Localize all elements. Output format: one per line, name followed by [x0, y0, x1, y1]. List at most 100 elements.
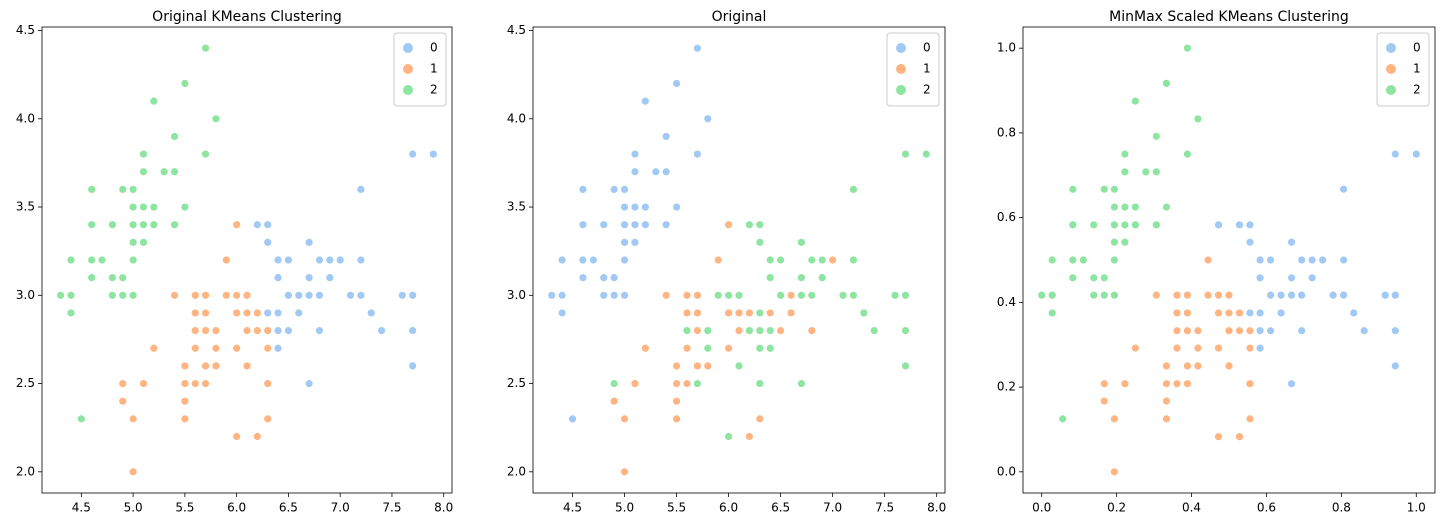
point: [346, 290, 355, 300]
point: [765, 273, 775, 283]
point: [201, 379, 210, 388]
point: [1193, 326, 1203, 336]
point: [1318, 255, 1328, 265]
point: [87, 255, 97, 265]
point: [765, 255, 775, 265]
x-tick-label: 7.0: [823, 501, 842, 515]
point: [1224, 308, 1234, 318]
legend-label: 2: [430, 83, 438, 97]
point: [672, 396, 681, 406]
point: [1151, 290, 1161, 300]
point: [557, 308, 567, 318]
point: [1162, 396, 1171, 406]
y-tick-label: 0.2: [997, 380, 1016, 394]
point: [838, 290, 848, 300]
y-tick-label: 0.8: [997, 125, 1016, 139]
point: [190, 308, 200, 318]
point: [1193, 361, 1203, 371]
point: [1172, 308, 1182, 318]
point: [1162, 78, 1171, 88]
point: [797, 379, 806, 388]
point: [1224, 290, 1234, 300]
point: [588, 255, 598, 265]
point: [190, 326, 200, 336]
point: [745, 326, 754, 336]
point: [1193, 114, 1203, 124]
legend-label: 1: [923, 62, 931, 76]
point: [734, 308, 744, 318]
point: [734, 290, 744, 300]
point: [252, 220, 262, 230]
point: [682, 379, 692, 388]
point: [201, 326, 210, 336]
point: [797, 237, 806, 247]
point: [273, 255, 283, 265]
point: [1151, 220, 1161, 230]
y-tick-label: 3.5: [16, 200, 35, 214]
point: [1245, 343, 1255, 353]
y-tick-label: 0.6: [997, 210, 1016, 224]
point: [1089, 220, 1099, 230]
point: [87, 273, 97, 283]
point: [180, 396, 190, 406]
point: [692, 290, 702, 300]
point: [724, 290, 733, 300]
point: [1235, 308, 1244, 318]
point: [1141, 167, 1151, 177]
point: [1214, 308, 1223, 318]
point: [1339, 255, 1349, 265]
point: [713, 290, 723, 300]
point: [1390, 149, 1400, 159]
point: [1297, 255, 1307, 265]
legend-marker: [1386, 85, 1396, 95]
point: [242, 326, 252, 336]
point: [242, 361, 252, 371]
point: [408, 149, 418, 159]
point: [304, 379, 314, 388]
point: [724, 308, 733, 318]
axes-frame: [532, 26, 946, 494]
y-tick-label: 3.0: [507, 288, 526, 302]
point: [273, 343, 283, 353]
point: [672, 361, 681, 371]
point: [755, 220, 765, 230]
y-tick-label: 0.4: [997, 295, 1016, 309]
point: [1120, 202, 1130, 212]
point: [817, 273, 827, 283]
point: [807, 255, 817, 265]
point: [284, 255, 293, 265]
y-tick-label: 4.0: [16, 111, 35, 125]
legend-marker: [896, 64, 906, 74]
point: [578, 220, 588, 230]
x-tick-label: 8.0: [927, 501, 946, 515]
point: [149, 343, 159, 353]
point: [1120, 237, 1130, 247]
point: [661, 290, 671, 300]
point: [1297, 290, 1307, 300]
point: [1183, 290, 1192, 300]
point: [599, 273, 609, 283]
legend-marker: [403, 85, 413, 95]
point: [190, 343, 200, 353]
point: [578, 184, 588, 194]
point: [232, 220, 242, 230]
x-tick-label: 5.5: [667, 501, 686, 515]
point: [1287, 290, 1296, 300]
point: [901, 290, 910, 300]
point: [232, 308, 242, 318]
point: [1068, 184, 1078, 194]
y-tick-label: 2.0: [16, 464, 35, 478]
point: [428, 149, 438, 159]
legend-label: 2: [1413, 83, 1421, 97]
point: [128, 290, 138, 300]
chart-title: Original KMeans Clustering: [152, 9, 342, 25]
point: [755, 343, 765, 353]
point: [620, 414, 629, 424]
point: [1047, 255, 1057, 265]
point: [128, 220, 138, 230]
point: [724, 343, 733, 353]
point: [869, 326, 879, 336]
point: [252, 308, 262, 318]
point: [1255, 308, 1265, 318]
y-tick-label: 0.0: [997, 464, 1016, 478]
